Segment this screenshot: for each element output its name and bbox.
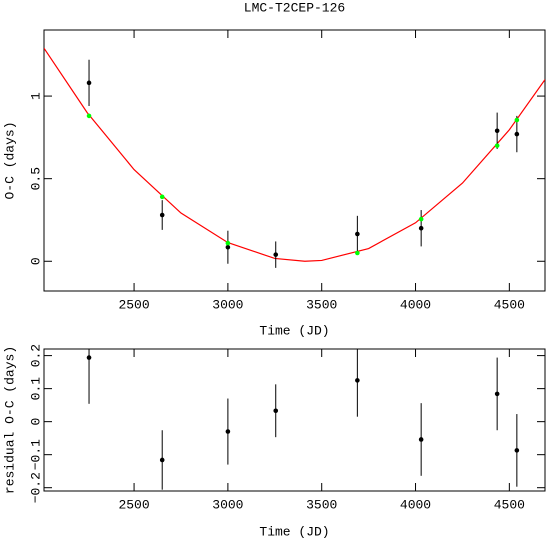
data-point [514,448,520,453]
data-point [86,80,92,86]
x-tick-label: 3000 [212,297,243,312]
data-point [355,231,360,237]
data-point [494,128,500,134]
plot-area [44,47,545,268]
data-point [355,378,360,383]
data-point [86,113,92,119]
y-tick-label: 0.2 [28,344,43,367]
chart-title: LMC-T2CEP-126 [244,0,345,15]
x-tick-label: 4000 [400,297,431,312]
data-point [159,457,165,463]
data-point [225,429,231,434]
data-point [159,212,165,218]
data-point [86,355,92,360]
data-point [273,408,279,414]
panel: LMC-T2CEP-126 Time (JD) O-C (days) 2500 3000… [2,0,546,338]
x-tick-label: 3500 [306,297,337,312]
data-point [225,240,231,246]
y-tick-label: 1 [28,92,43,100]
x-tick-label: 3000 [212,497,243,512]
plot-area [86,349,520,490]
data-point [494,391,500,397]
data-point [494,143,500,148]
model-curve [44,47,545,262]
panel: Time (JD) residual O-C (days) 2500 3000 3500… [2,344,546,539]
x-tick-label: 3500 [306,497,337,512]
data-point [225,244,231,250]
data-point [514,131,520,137]
x-tick-label: 2500 [118,297,149,312]
axis-box [43,29,546,292]
data-point [514,117,520,123]
x-tick-label: 2500 [118,497,149,512]
y-tick-label: 0.5 [28,167,43,190]
y-tick-label: 0 [28,418,43,426]
data-point [418,437,424,442]
x-tick-label: 4000 [400,497,431,512]
y-tick-label: −0.2 [28,472,43,503]
y-axis-label: residual O-C (days) [2,346,17,494]
y-axis-label: O-C (days) [2,121,17,199]
y-tick-label: 0.1 [28,377,43,401]
data-point [273,252,279,257]
x-tick-label: 4500 [494,497,525,512]
data-point [418,216,424,222]
x-axis-label: Time (JD) [259,524,329,539]
x-tick-label: 4500 [494,297,525,312]
data-point [418,225,424,231]
y-tick-label: −0.1 [28,439,43,470]
data-point [159,194,165,200]
axis-box [43,348,546,492]
data-point [355,250,360,256]
x-axis-label: Time (JD) [259,323,329,338]
y-tick-label: 0 [28,257,43,265]
